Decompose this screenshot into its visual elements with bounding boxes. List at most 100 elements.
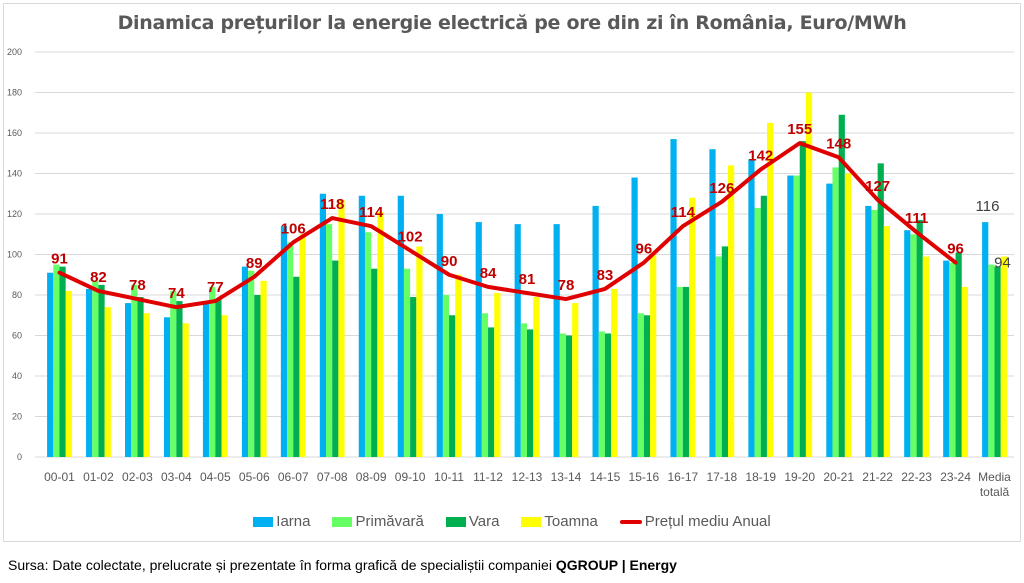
bar-primvar-16 [676,286,683,457]
bar-primvar-22 [910,234,917,457]
x-tick-label: 13-14 [551,470,582,484]
x-tick-label: 00-01 [44,470,75,484]
bar-iarna-7 [319,193,326,457]
line-data-label: 118 [320,196,344,213]
legend-swatch-primavara [332,516,353,527]
bar-toamna-22 [922,256,929,457]
bar-toamna-10 [455,274,462,457]
bar-iarna-3 [163,317,171,457]
line-data-label: 155 [787,121,812,138]
line-data-label: 126 [709,180,734,197]
bar-iarna-8 [358,195,365,457]
bar-iarna-17 [709,149,716,457]
line-data-label: 78 [129,277,146,294]
legend-label: Vara [468,513,500,530]
y-axis-ticks: 0 20 40 60 80 100 120 140 160 180 200 [7,47,22,462]
bar-toamna-19 [805,92,813,457]
line-data-label: 148 [826,135,851,152]
legend-label: Primăvară [355,513,424,530]
x-tick-label: 10-11 [434,470,464,484]
x-tick-label: 09-10 [395,470,426,484]
bar-toamna-17 [728,165,735,457]
line-data-label: 89 [246,255,263,272]
line-data-label: 142 [748,147,773,164]
y-tick-label: 140 [7,169,22,179]
source-note: Sursa: Date colectate, prelucrate și pre… [8,557,677,573]
line-data-label: 78 [558,277,575,294]
line-data-label: 81 [519,271,536,288]
line-data-label: 90 [441,253,458,270]
bar-vara-9 [410,297,417,457]
bar-iarna-24 [982,222,989,457]
bar-toamna-23 [961,286,968,457]
legend-item-primavara[interactable]: Primăvară [332,513,424,530]
line-data-label: 82 [90,269,107,286]
bar-primvar-20 [832,167,839,458]
bar-iarna-9 [397,195,404,457]
legend-item-iarna[interactable]: Iarna [253,513,310,530]
bar-vara-19 [799,141,806,457]
bar-toamna-0 [65,290,72,457]
bar-primvar-3 [170,290,177,457]
y-tick-label: 100 [7,250,22,260]
bar-vara-18 [760,195,767,457]
x-tick-label: 12-13 [512,470,543,484]
legend-swatch-pret-mediu [619,519,642,524]
bar-toamna-1 [104,307,111,457]
bar-primvar-9 [403,268,411,457]
legend-swatch-toamna [521,516,542,527]
bar-vara-16 [682,286,690,457]
bar-vara-13 [565,335,573,457]
bar-vara-12 [527,329,534,457]
bar-primvar-5 [248,270,255,457]
x-tick-label: 16-17 [667,470,698,484]
bar-vara-6 [293,276,300,457]
bar-iarna-20 [826,183,833,457]
bar-primvar-4 [209,286,216,457]
y-tick-label: 120 [7,209,22,219]
bar-vara-15 [643,315,651,457]
bar-iarna-21 [865,205,872,457]
bar-vara-1 [98,284,105,457]
bar-vara-5 [254,295,261,457]
x-tick-label: 20-21 [823,470,854,484]
x-tick-label: 07-08 [317,470,348,484]
legend-item-vara[interactable]: Vara [445,513,500,530]
bar-iarna-6 [280,226,288,457]
bar-primvar-21 [871,209,878,457]
legend-label: Toamna [544,513,598,530]
bar-iarna-12 [514,224,521,457]
media-iarna-label: 116 [976,198,1000,215]
bar-toamna-24 [1000,256,1007,457]
bar-primvar-1 [92,280,99,457]
bar-toamna-4 [221,315,228,457]
bar-iarna-10 [436,214,443,457]
bar-toamna-12 [533,297,540,457]
y-tick-label: 0 [17,452,22,462]
bar-vara-21 [877,163,884,457]
bar-toamna-9 [416,246,423,457]
bar-vara-4 [215,299,222,457]
legend-item-toamna[interactable]: Toamna [521,513,598,530]
legend-label: Iarna [276,513,311,530]
line-data-label: 91 [51,251,68,268]
legend-label: Prețul mediu Anual [644,513,771,530]
x-tick-label: 19-20 [784,470,815,484]
bar-toamna-13 [572,303,579,457]
legend: Iarna Primăvară Vara Toamna Prețul mediu… [0,513,1024,530]
bar-iarna-16 [670,139,677,457]
bar-iarna-1 [86,288,93,457]
line-data-label: 84 [480,265,497,282]
bar-primvar-24 [988,264,995,457]
chart-title: Dinamica prețurilor la energie electrică… [117,12,907,34]
x-tick-label: 02-03 [122,470,153,484]
bar-primvar-7 [326,224,333,457]
bar-toamna-7 [338,199,345,457]
line-data-label: 74 [168,285,185,302]
legend-item-pret-mediu[interactable]: Prețul mediu Anual [619,513,771,530]
x-tick-label: 08-09 [356,470,387,484]
bar-iarna-22 [904,230,911,457]
legend-swatch-iarna [253,516,274,527]
line-data-label: 127 [865,178,890,195]
bar-primvar-0 [53,264,60,457]
